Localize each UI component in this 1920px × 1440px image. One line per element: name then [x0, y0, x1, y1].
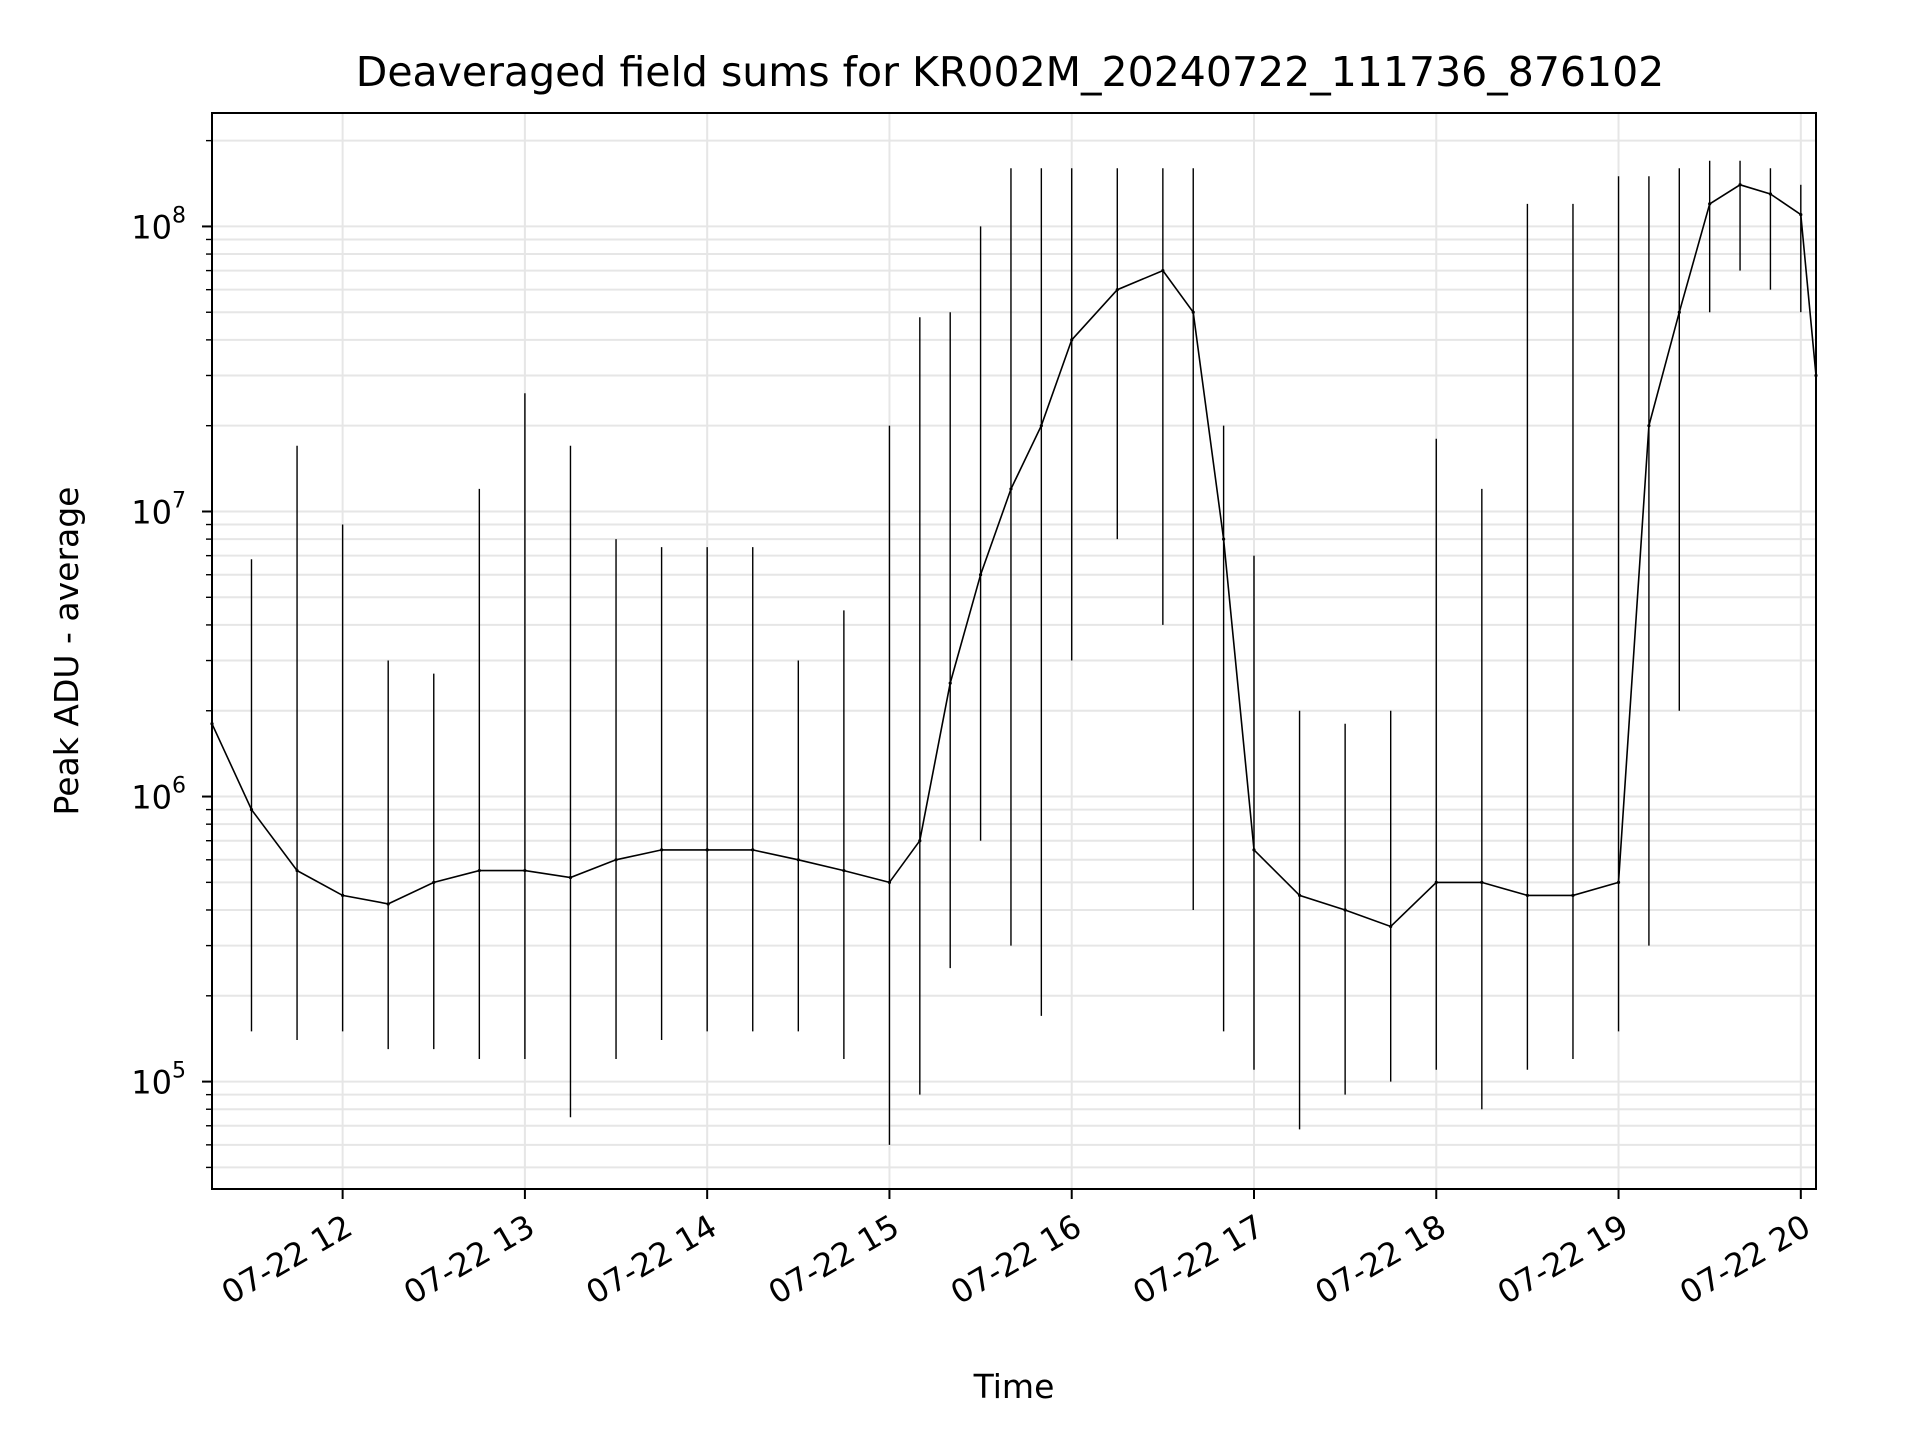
plot-frame — [211, 112, 1817, 1190]
y-tick-base: 10 — [131, 208, 172, 246]
data-point — [1252, 848, 1256, 852]
data-point — [614, 858, 618, 862]
data-point — [1738, 183, 1742, 187]
data-point — [568, 875, 573, 880]
data-point — [978, 573, 983, 577]
data-point — [1768, 192, 1773, 196]
data-point — [1039, 424, 1043, 428]
data-point — [1525, 893, 1530, 898]
x-axis-label: Time — [973, 1367, 1055, 1406]
data-point — [705, 848, 709, 852]
data-point — [1115, 288, 1119, 292]
y-tick-exponent: 8 — [172, 203, 186, 228]
data-point — [1389, 924, 1393, 929]
data-point — [432, 880, 436, 884]
y-tick-base: 10 — [131, 1064, 172, 1102]
data-point — [887, 880, 892, 884]
data-point — [1677, 310, 1681, 314]
data-point — [341, 893, 345, 898]
y-tick-exponent: 6 — [172, 774, 186, 799]
data-point — [1480, 880, 1484, 884]
data-point — [660, 848, 664, 852]
data-point — [386, 902, 390, 906]
data-point — [948, 681, 952, 685]
y-tick-label: 107 — [131, 488, 186, 531]
y-tick-exponent: 5 — [172, 1059, 186, 1084]
data-series — [210, 160, 1818, 1145]
data-point — [1616, 880, 1621, 884]
chart-title: Deaveraged field sums for KR002M_2024072… — [356, 48, 1665, 96]
data-point — [295, 868, 299, 873]
data-point — [796, 858, 800, 862]
y-tick-label: 106 — [131, 774, 186, 817]
data-point — [842, 868, 846, 873]
data-line — [211, 183, 1817, 928]
data-point — [1571, 893, 1575, 898]
data-point — [918, 839, 922, 843]
y-tick-label: 108 — [131, 203, 186, 246]
data-point — [1708, 202, 1712, 206]
y-axis-label: Peak ADU - average — [47, 487, 86, 816]
data-point — [1647, 424, 1651, 428]
data-point — [1799, 213, 1803, 217]
data-point — [1161, 268, 1165, 273]
y-tick-exponent: 7 — [172, 488, 186, 513]
data-point — [1009, 487, 1013, 491]
data-point — [477, 868, 481, 873]
data-point — [1191, 310, 1195, 314]
data-point — [1070, 338, 1074, 342]
gridlines — [212, 113, 1816, 1189]
y-tick-label: 105 — [131, 1059, 186, 1102]
data-point — [1297, 893, 1302, 898]
data-point — [1222, 537, 1226, 541]
data-point — [1343, 908, 1347, 912]
data-point — [523, 868, 527, 873]
y-tick-base: 10 — [131, 779, 172, 817]
data-point — [249, 807, 254, 812]
y-tick-base: 10 — [131, 493, 172, 531]
data-point — [751, 848, 755, 852]
data-point — [1434, 880, 1438, 884]
